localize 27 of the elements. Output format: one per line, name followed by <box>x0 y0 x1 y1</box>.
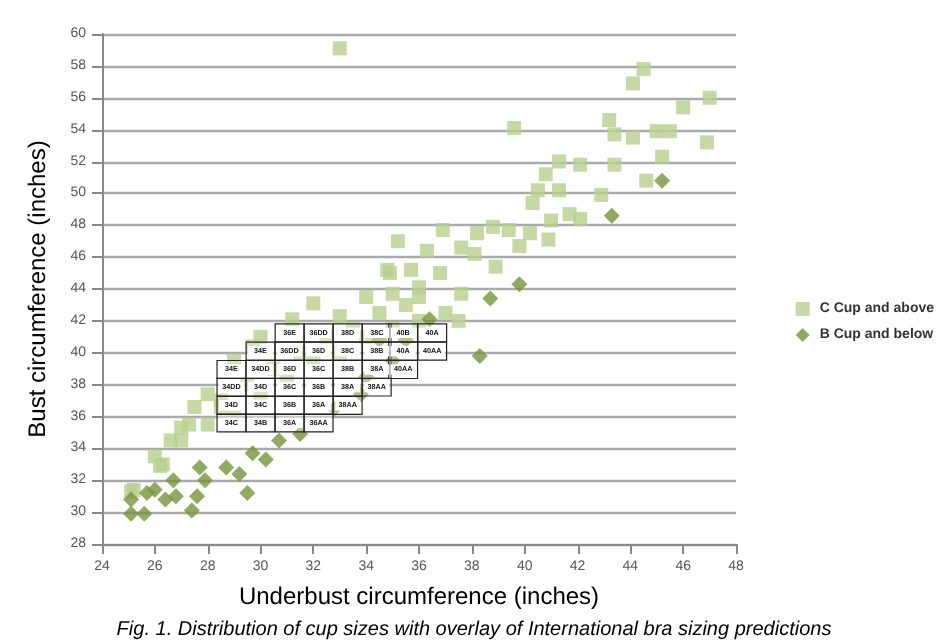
point <box>146 481 163 498</box>
point <box>123 505 140 522</box>
point <box>603 207 620 224</box>
point <box>191 459 208 476</box>
point <box>257 451 274 468</box>
point <box>197 472 214 489</box>
point <box>165 472 182 489</box>
point <box>167 488 184 505</box>
point <box>482 290 499 307</box>
point <box>231 465 248 482</box>
point <box>189 488 206 505</box>
point <box>136 505 153 522</box>
point <box>421 311 438 328</box>
x-axis-title: Underbust circumference (inches) <box>238 581 600 610</box>
point <box>292 426 309 443</box>
point <box>270 432 287 449</box>
point <box>511 276 528 293</box>
point <box>183 502 200 519</box>
point <box>157 491 174 508</box>
point <box>218 459 235 476</box>
point <box>123 491 140 508</box>
point <box>239 485 256 501</box>
point <box>244 445 261 462</box>
y-axis-title: Bust circumference (inches) <box>22 140 51 438</box>
point <box>654 172 671 189</box>
point <box>471 347 488 364</box>
caption: Fig. 1. Distribution of cup sizes with overlay of International bra sizing predictions <box>116 619 832 641</box>
